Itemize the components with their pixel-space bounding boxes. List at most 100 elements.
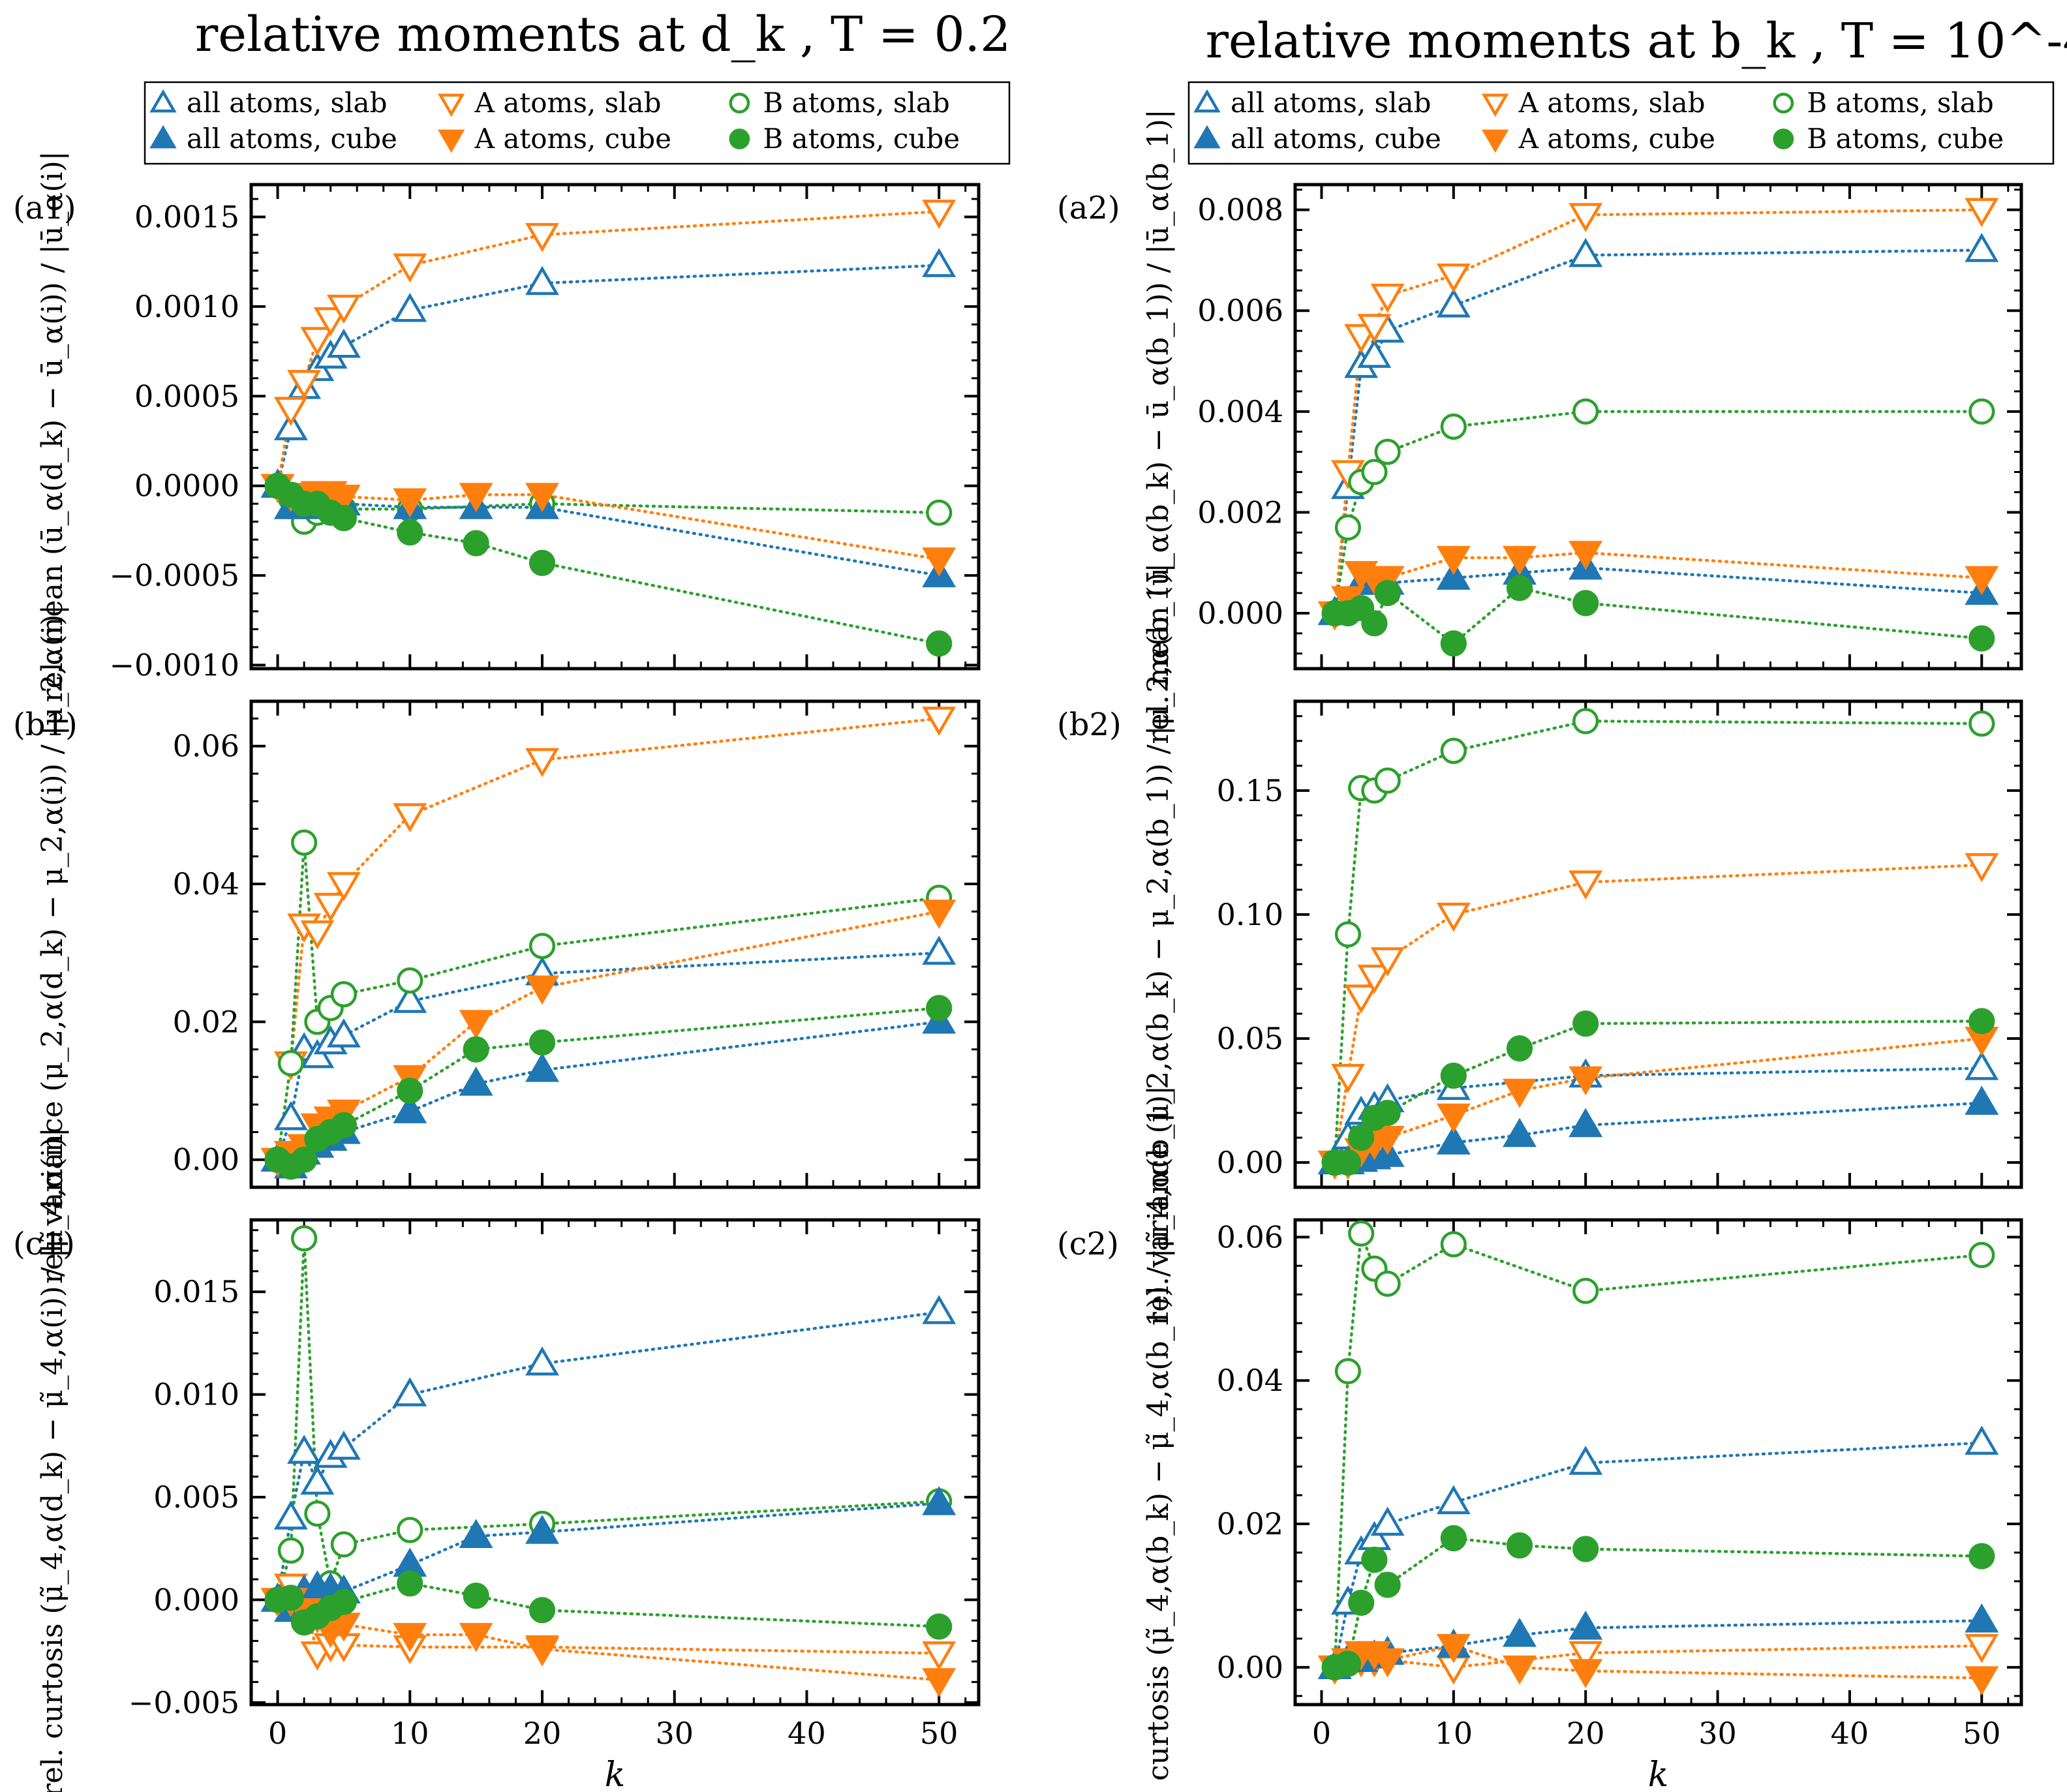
data-point: [1334, 514, 1362, 541]
data-point: [326, 1430, 361, 1460]
data-point: [1965, 566, 1999, 596]
data-point: [1374, 1270, 1401, 1297]
data-point: [1357, 314, 1392, 343]
data-point: [1965, 853, 1999, 883]
data-point: [525, 748, 559, 778]
series-line: [1333, 720, 1983, 1164]
panel-label: (c1): [13, 1226, 75, 1262]
axes-frame: [249, 183, 981, 671]
y-tick-label: 0.00: [1217, 1650, 1283, 1685]
data-point: [1348, 1589, 1375, 1617]
data-point: [1436, 1125, 1471, 1155]
data-point: [1348, 1124, 1375, 1151]
series-line: [1333, 208, 1983, 615]
series-line: [276, 1238, 941, 1602]
data-point: [313, 307, 348, 337]
plot-area: [276, 209, 941, 645]
data-point: [1965, 1051, 1999, 1080]
y-axis-label: rel. curtosis (μ̃_4,α(b_k) − μ̃_4,α(b_1)…: [1142, 1086, 1175, 1792]
data-point: [1374, 438, 1401, 465]
x-tick-label: 20: [523, 1716, 562, 1751]
series-line: [276, 1581, 941, 1628]
data-point: [393, 984, 427, 1013]
data-point: [1334, 1650, 1362, 1677]
data-point: [463, 1036, 489, 1063]
y-tick-label: 0.04: [173, 866, 239, 902]
data-point: [1572, 398, 1599, 425]
plot-area: [276, 717, 941, 1169]
data-point: [1965, 1603, 1999, 1633]
legend-right: all atoms, slab A atoms, slab B atoms, sla…: [1187, 81, 2055, 165]
series-line: [1333, 1233, 1983, 1669]
data-point: [1334, 1358, 1362, 1385]
data-point: [1440, 1231, 1467, 1258]
data-point: [1374, 1099, 1401, 1127]
series-line: [276, 264, 941, 487]
y-tick-label: 0.006: [1197, 293, 1283, 328]
data-point: [1965, 198, 1999, 228]
data-point: [525, 266, 559, 296]
data-point: [330, 505, 358, 532]
legend-label: B atoms, slab: [763, 87, 949, 119]
data-point: [287, 1435, 322, 1464]
legend-label: A atoms, slab: [1518, 87, 1706, 119]
series-line: [1333, 586, 1983, 646]
data-point: [1370, 947, 1405, 977]
data-point: [1569, 870, 1603, 900]
series-line: [276, 717, 941, 1161]
data-point: [1965, 232, 1999, 262]
data-point: [1503, 1617, 1537, 1647]
y-tick-label: 0.15: [1217, 773, 1283, 808]
data-point: [525, 222, 559, 252]
data-point: [397, 1570, 423, 1597]
data-point: [1968, 1008, 1995, 1035]
series-line: [1333, 551, 1983, 615]
y-tick-label: 0.00: [1217, 1145, 1283, 1180]
data-point: [1965, 1425, 1999, 1455]
data-point: [1569, 1610, 1603, 1640]
data-point: [273, 1101, 308, 1131]
y-tick-label: 0.015: [153, 1274, 239, 1309]
data-point: [1370, 1125, 1405, 1155]
data-point: [393, 488, 427, 518]
legend-marker: [729, 93, 750, 114]
data-point: [525, 1346, 559, 1376]
panel-b2: (b2) 0.00 0.05 0.10 0.15 rel. variance (μ_2,α…: [1057, 563, 2023, 1326]
series-line: [276, 842, 941, 1161]
data-point: [300, 1465, 335, 1495]
data-point: [463, 530, 489, 556]
series-line: [276, 1311, 941, 1602]
y-tick-label: −0.005: [129, 1685, 239, 1720]
y-tick-label: 0.0005: [134, 378, 239, 414]
y-tick-label: 0.000: [1197, 596, 1283, 631]
data-point: [1361, 459, 1388, 485]
series-line: [276, 910, 941, 1161]
data-point: [922, 706, 957, 736]
data-point: [1436, 902, 1471, 932]
data-point: [300, 920, 335, 950]
data-point: [326, 1018, 361, 1048]
data-point: [1968, 625, 1995, 652]
axes-frame: [1293, 1218, 2023, 1707]
series-line: [1333, 1101, 1983, 1164]
data-point: [1968, 1241, 1995, 1268]
data-point: [1569, 1446, 1603, 1475]
legend-marker: [1773, 129, 1794, 149]
y-tick-label: 0.06: [1217, 1219, 1283, 1254]
series-line: [276, 1006, 941, 1168]
y-tick-label: −0.0005: [110, 558, 240, 593]
data-point: [1968, 710, 1995, 737]
panel-label: (b2): [1057, 706, 1122, 743]
data-point: [304, 1500, 331, 1527]
legend-marker: [1481, 93, 1509, 117]
data-point: [1440, 737, 1467, 765]
series-line: [1333, 566, 1983, 615]
data-point: [525, 1052, 559, 1082]
data-point: [1440, 413, 1467, 440]
panel-b1: (b1) 0.00 0.02 0.04 0.06 rel. variance (μ_2,α…: [13, 605, 981, 1284]
data-point: [926, 995, 953, 1022]
plot-area: [1333, 208, 1983, 646]
y-tick-label: 0.0015: [134, 199, 239, 234]
data-point: [290, 1146, 318, 1173]
data-point: [525, 483, 559, 512]
